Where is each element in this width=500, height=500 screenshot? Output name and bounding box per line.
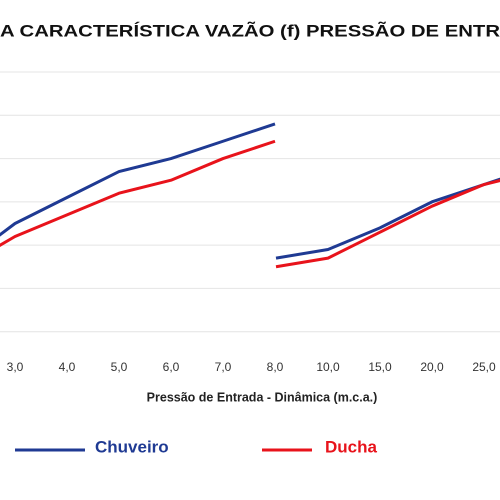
legend-label: Ducha [325, 437, 378, 456]
x-tick-label: 5,0 [111, 360, 128, 374]
x-tick-label: 10,0 [316, 360, 340, 374]
series-line [0, 139, 276, 247]
x-tick-label: 15,0 [368, 360, 392, 374]
chart-title: A CARACTERÍSTICA VAZÃO (f) PRESSÃO DE EN… [0, 20, 500, 40]
x-tick-label: 8,0 [267, 360, 284, 374]
series-line [275, 177, 500, 260]
series-line [0, 122, 276, 237]
x-axis-title: Pressão de Entrada - Dinâmica (m.c.a.) [147, 390, 378, 404]
x-tick-label: 20,0 [420, 360, 444, 374]
x-tick-label: 6,0 [163, 360, 180, 374]
plot-area [0, 71, 500, 333]
x-tick-label: 3,0 [7, 360, 24, 374]
x-tick-label: 4,0 [59, 360, 76, 374]
legend-label: Chuveiro [95, 437, 169, 456]
x-tick-label: 7,0 [215, 360, 232, 374]
series-line [275, 179, 500, 269]
x-tick-label: 25,0 [472, 360, 496, 374]
